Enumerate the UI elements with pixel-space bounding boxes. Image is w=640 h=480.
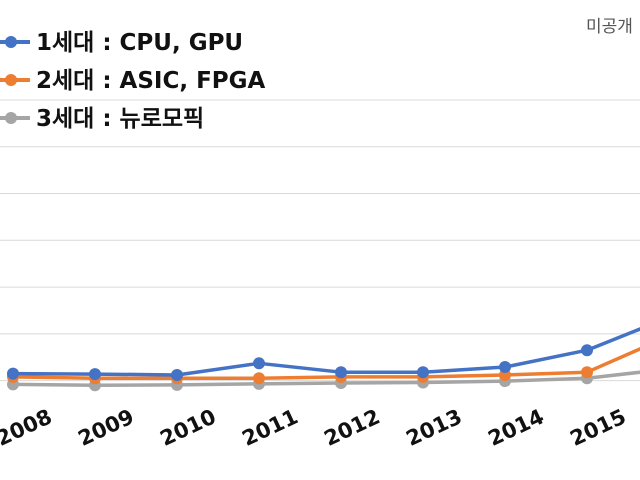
- legend-label: 1세대 : CPU, GPU: [36, 30, 243, 56]
- series-1: [7, 327, 640, 382]
- x-tick-label: 2009: [74, 404, 137, 450]
- legend-swatch-marker: [5, 36, 17, 48]
- x-tick-label: 2014: [484, 404, 547, 450]
- legend-swatch-marker: [5, 112, 17, 124]
- gridlines: [0, 99, 640, 382]
- legend: 1세대 : CPU, GPU 2세대 : ASIC, FPGA 3세대 : 뉴로모픽: [0, 30, 266, 132]
- series-1-line: [12, 327, 640, 377]
- x-tick-label: 2013: [402, 404, 465, 450]
- series-2-point: [581, 366, 593, 379]
- x-tick-label: 2012: [320, 404, 383, 450]
- series-1-point: [417, 366, 429, 379]
- series-1-point: [581, 344, 593, 357]
- series-3-line: [12, 370, 640, 388]
- series-1-point: [89, 368, 101, 381]
- series-layer: [7, 327, 640, 392]
- legend-label: 3세대 : 뉴로모픽: [36, 106, 204, 132]
- legend-label: 2세대 : ASIC, FPGA: [36, 68, 266, 94]
- legend-entry-2: 2세대 : ASIC, FPGA: [0, 68, 266, 94]
- x-tick-label: 2010: [156, 404, 219, 450]
- series-1-point: [253, 357, 265, 370]
- corner-note: 미공개: [586, 17, 633, 37]
- series-2-point: [253, 372, 265, 385]
- series-1-point: [171, 369, 183, 382]
- legend-entry-3: 3세대 : 뉴로모픽: [0, 106, 204, 132]
- series-2: [7, 347, 640, 385]
- legend-swatch-marker: [5, 74, 17, 86]
- legend-entry-1: 1세대 : CPU, GPU: [0, 30, 243, 56]
- series-1-point: [499, 361, 511, 374]
- x-tick-label: 2011: [238, 404, 301, 450]
- series-1-point: [335, 366, 347, 379]
- x-axis-tick-labels: 2008200920102011201220132014201520162017: [0, 404, 630, 450]
- series-1-point: [7, 367, 19, 380]
- x-tick-label: 2015: [566, 404, 629, 450]
- x-tick-label: 2008: [0, 404, 56, 450]
- series-2-line: [12, 347, 640, 381]
